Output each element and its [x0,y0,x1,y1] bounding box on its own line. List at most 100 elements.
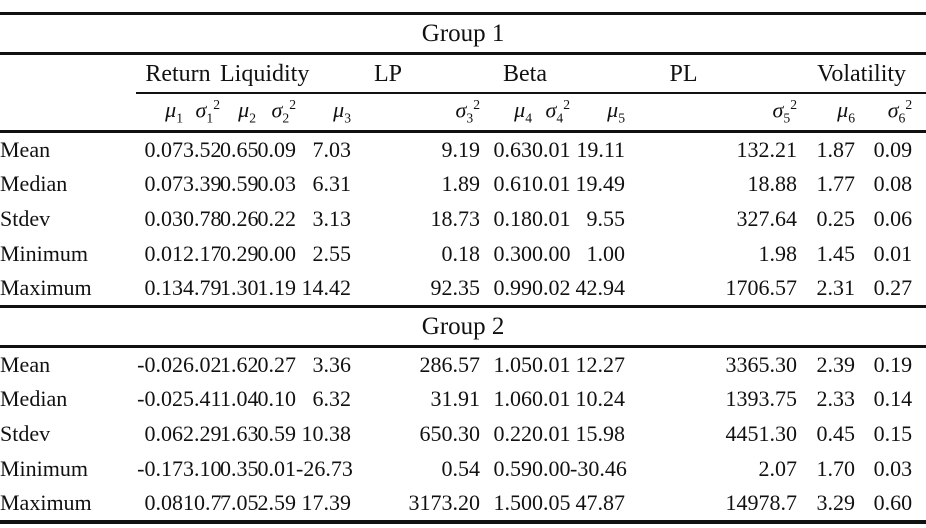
cell-value: 0.60 [855,486,926,524]
cell-value: 0.35 [220,456,259,481]
stat-header-sigma-sq-6: σ62 [855,93,926,133]
row-label: Mean [0,351,51,377]
cell-value: 3.36 [312,351,352,377]
cell-value: 3365.30 [725,351,798,377]
cell-value: 1706.57 [625,271,797,308]
cell-value: 0.05 [532,486,571,524]
cell-value: 0.08 [873,171,913,196]
cell-value: 0.07 [144,136,184,162]
cell-value: 0.01 [532,171,571,196]
cell-value: 4.79 [183,271,222,308]
row-label: Median [0,171,68,196]
column-header-liquidity: Liquidity [220,53,309,94]
cell-value: 0.14 [873,386,913,411]
stat-header-sigma-sq-5: σ52 [625,93,797,133]
cell-value: 9.55 [586,206,626,231]
cell-value: 47.87 [570,486,625,524]
table-row: Mean 0.07 3.52 0.65 0.09 7.03 9.19 0.63 0.01 19.1… [0,132,926,167]
cell-value: 2.33 [816,386,856,411]
cell-value: 1.04 [220,386,259,411]
cell-value: 0.18 [493,206,533,231]
variable-header-row: Return Liquidity LP Beta PL Volatility [0,53,926,94]
cell-value: 3.39 [183,171,222,196]
cell-value: 19.11 [576,136,625,162]
cell-value: 0.13 [136,271,183,308]
cell-value: 0.03 [873,456,913,481]
cell-value: 1.06 [493,386,533,411]
cell-value: 0.61 [493,171,533,196]
cell-value: 12.27 [575,351,626,377]
summary-stats-table: Group 1 Return Liquidity LP Beta PL Vola… [0,12,926,524]
cell-value: 1.98 [758,241,798,266]
cell-value: 0.01 [532,386,571,411]
cell-value: 1.89 [441,171,481,196]
cell-value: 0.06 [144,421,184,446]
column-header-lp: LP [296,53,480,94]
cell-value: -0.02 [137,351,183,377]
cell-value: -0.02 [137,386,183,411]
cell-value: 6.02 [183,351,222,377]
cell-value: 650.30 [419,421,481,446]
table-row: Minimum 0.01 2.17 0.29 0.00 2.55 0.18 0.30 0.00 1… [0,237,926,272]
cell-value: 0.01 [532,136,571,162]
cell-value: -30.46 [570,456,627,481]
empty-corner-cell [0,54,136,94]
cell-value: 0.03 [144,206,184,231]
table-row: Maximum 0.13 4.79 1.30 1.19 14.42 92.35 0.99 0.0… [0,271,926,308]
cell-value: 2.17 [183,241,222,266]
cell-value: 0.00 [532,456,571,481]
cell-value: 3.13 [312,206,352,231]
cell-value: 0.10 [257,386,297,411]
row-label: Stdev [0,206,51,231]
cell-value: 3173.20 [351,486,480,524]
cell-value: 10.24 [575,386,626,411]
table-row: Median -0.02 5.41 1.04 0.10 6.32 31.91 1.06 0.01… [0,382,926,417]
table-row: Stdev 0.03 0.78 0.26 0.22 3.13 18.73 0.18 0.01 9.… [0,202,926,237]
cell-value: 0.29 [220,241,259,266]
table-row: Median 0.07 3.39 0.59 0.03 6.31 1.89 0.61 0.01 19… [0,167,926,202]
cell-value: 286.57 [419,351,481,377]
cell-value: 1.77 [816,171,856,196]
cell-value: 0.01 [257,456,297,481]
row-label: Maximum [0,486,136,524]
column-header-beta: Beta [480,53,570,94]
stat-header-mu-4: μ4 [480,93,532,133]
cell-value: 0.01 [532,351,571,377]
stat-header-mu-5: μ5 [570,93,625,133]
cell-value: 0.27 [257,351,297,377]
cell-value: 0.09 [873,136,913,162]
cell-value: 42.94 [570,271,625,308]
group1-data-section: Mean 0.07 3.52 0.65 0.09 7.03 9.19 0.63 0.01 19.1… [0,132,926,308]
table-row: Stdev 0.06 2.29 1.63 0.59 10.38 650.30 0.22 0.01… [0,417,926,452]
cell-value: 0.54 [441,456,481,481]
cell-value: 10.38 [301,421,352,446]
cell-value: 14978.7 [625,486,797,524]
cell-value: 3.10 [183,456,222,481]
stat-header-sigma-sq-2: σ22 [256,93,296,133]
cell-value: 0.08 [136,486,183,524]
stat-header-sigma-sq-4: σ42 [532,93,570,133]
cell-value: 14.42 [296,271,351,308]
row-label: Median [0,386,68,411]
column-header-pl: PL [570,53,797,94]
cell-value: -26.73 [296,456,353,481]
cell-value: 0.02 [532,271,571,308]
table-header-section: Group 1 Return Liquidity LP Beta PL Vola… [0,13,926,133]
cell-value: 0.59 [220,171,259,196]
cell-value: 0.45 [816,421,856,446]
stat-header-sigma-sq-1: σ12 [183,93,220,133]
cell-value: 15.98 [575,421,626,446]
cell-value: 2.59 [256,486,296,524]
stat-header-sigma-sq-3: σ32 [351,93,480,133]
cell-value: 0.78 [183,206,222,231]
cell-value: 132.21 [736,136,798,162]
cell-value: 0.07 [144,171,184,196]
cell-value: 7.03 [312,136,352,162]
group2-data-section: Mean -0.02 6.02 1.62 0.27 3.36 286.57 1.05 0.01 1… [0,347,926,524]
group2-title: Group 2 [0,306,926,348]
column-header-return: Return [136,53,220,94]
group2-title-row: Group 2 [0,306,926,348]
cell-value: 0.59 [493,456,533,481]
group2-title-section: Group 2 [0,306,926,348]
